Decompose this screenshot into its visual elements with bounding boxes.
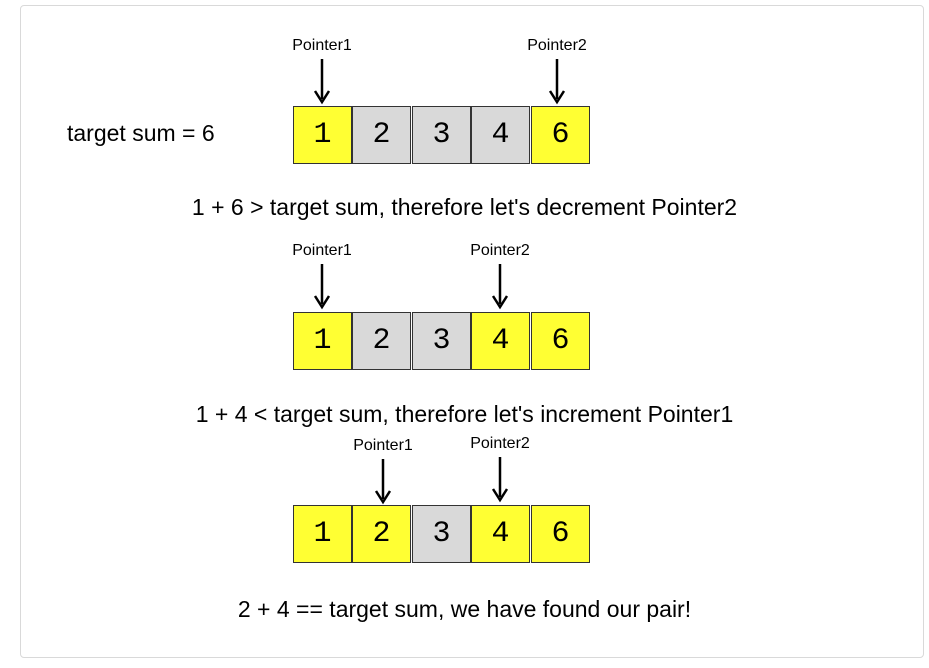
down-arrow-icon [313, 59, 331, 105]
pointer-label: Pointer1 [353, 437, 413, 454]
pointer-label: Pointer2 [527, 37, 587, 54]
array-cell: 1 [293, 106, 352, 164]
step2-array: 1 2 3 4 6 [293, 312, 590, 370]
step1-array: 1 2 3 4 6 [293, 106, 590, 164]
step3-pointer1: Pointer1 [338, 437, 428, 505]
array-cell: 2 [352, 505, 411, 563]
array-cell: 3 [412, 505, 471, 563]
array-cell: 6 [531, 505, 590, 563]
array-cell: 4 [471, 505, 530, 563]
array-cell: 6 [531, 106, 590, 164]
array-cell: 6 [531, 312, 590, 370]
down-arrow-icon [548, 59, 566, 105]
pointer-label: Pointer2 [470, 242, 530, 259]
step1-pointer2: Pointer2 [512, 37, 602, 105]
target-sum-label: target sum = 6 [67, 120, 215, 146]
array-cell: 2 [352, 106, 411, 164]
array-cell: 3 [412, 106, 471, 164]
down-arrow-icon [374, 459, 392, 505]
pointer-label: Pointer2 [470, 435, 530, 452]
down-arrow-icon [491, 264, 509, 310]
step1-pointer1: Pointer1 [277, 37, 367, 105]
array-cell: 3 [412, 312, 471, 370]
step2-pointer2: Pointer2 [455, 242, 545, 310]
array-cell: 4 [471, 106, 530, 164]
step2-pointer1: Pointer1 [277, 242, 367, 310]
step3-caption: 2 + 4 == target sum, we have found our p… [237, 596, 692, 622]
step1-caption: 1 + 6 > target sum, therefore let's decr… [191, 194, 738, 220]
down-arrow-icon [491, 457, 509, 503]
step3-array: 1 2 3 4 6 [293, 505, 590, 563]
step3-pointer2: Pointer2 [455, 435, 545, 503]
step2-caption: 1 + 4 < target sum, therefore let's incr… [195, 401, 734, 427]
array-cell: 1 [293, 505, 352, 563]
array-cell: 4 [471, 312, 530, 370]
array-cell: 1 [293, 312, 352, 370]
pointer-label: Pointer1 [292, 37, 352, 54]
pointer-label: Pointer1 [292, 242, 352, 259]
array-cell: 2 [352, 312, 411, 370]
down-arrow-icon [313, 264, 331, 310]
